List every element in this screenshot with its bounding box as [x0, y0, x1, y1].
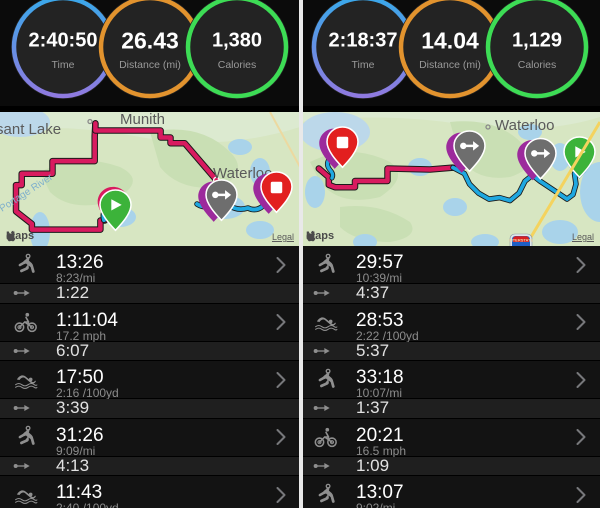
- svg-text:Waterloo: Waterloo: [495, 117, 554, 134]
- svg-text:INTERSTATE: INTERSTATE: [509, 237, 534, 242]
- svg-text:Munith: Munith: [120, 112, 165, 128]
- svg-text:Pleasant Lake: Pleasant Lake: [0, 121, 61, 138]
